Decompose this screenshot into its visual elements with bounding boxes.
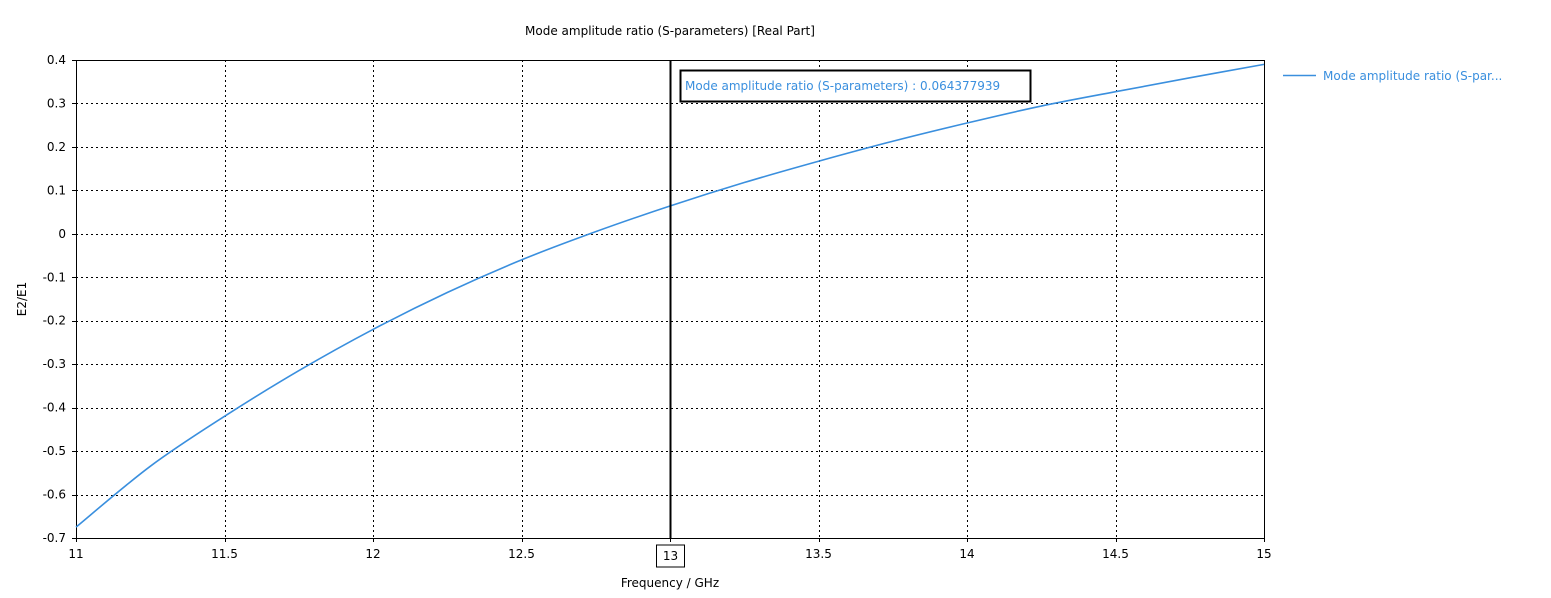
- y-axis-title: E2/E1: [15, 282, 29, 316]
- y-tick-label: -0.6: [43, 488, 66, 502]
- y-tick-label: -0.3: [43, 357, 66, 371]
- y-tick-label: -0.7: [43, 531, 66, 545]
- x-tick-label: 11: [68, 547, 83, 561]
- legend[interactable]: Mode amplitude ratio (S-par...: [1283, 69, 1502, 83]
- grid-lines: [76, 60, 1264, 538]
- y-tick-label: 0.3: [47, 96, 66, 110]
- series-line: [75, 63, 1265, 528]
- y-tick-label: -0.5: [43, 444, 66, 458]
- y-tick-label: 0.1: [47, 183, 66, 197]
- y-tick-label: -0.2: [43, 314, 66, 328]
- x-axis-title: Frequency / GHz: [621, 576, 719, 590]
- x-tick-label: 15: [1256, 547, 1271, 561]
- x-tick-label: 13.5: [805, 547, 832, 561]
- x-tick-label: 14: [959, 547, 974, 561]
- y-tick-label: 0.4: [47, 53, 66, 67]
- x-tick-label: 14.5: [1102, 547, 1129, 561]
- marker[interactable]: 13 Mode amplitude ratio (S-parameters) : …: [656, 60, 1032, 568]
- marker-readout-box: [679, 69, 1032, 103]
- series-layer: [75, 63, 1265, 528]
- x-tick-label: 12: [365, 547, 380, 561]
- y-tick-label: -0.1: [43, 270, 66, 284]
- x-tick-label: 12.5: [508, 547, 535, 561]
- marker-readout-text: Mode amplitude ratio (S-parameters) : 0.…: [685, 79, 1000, 93]
- marker-x-label-box: [656, 544, 685, 568]
- marker-x-label: 13: [663, 549, 678, 563]
- legend-entry-label[interactable]: Mode amplitude ratio (S-par...: [1323, 69, 1502, 83]
- y-axis-ticks: 0.4 0.3 0.2 0.1 0 -0.1 -0.2 -0.3 -0.4 -0.5 -0.6 -0.…: [43, 53, 76, 545]
- x-tick-label: 11.5: [211, 547, 238, 561]
- y-tick-label: 0: [58, 227, 66, 241]
- chart-title: Mode amplitude ratio (S-parameters) [Rea…: [525, 24, 815, 38]
- y-tick-label: 0.2: [47, 140, 66, 154]
- y-tick-label: -0.4: [43, 401, 66, 415]
